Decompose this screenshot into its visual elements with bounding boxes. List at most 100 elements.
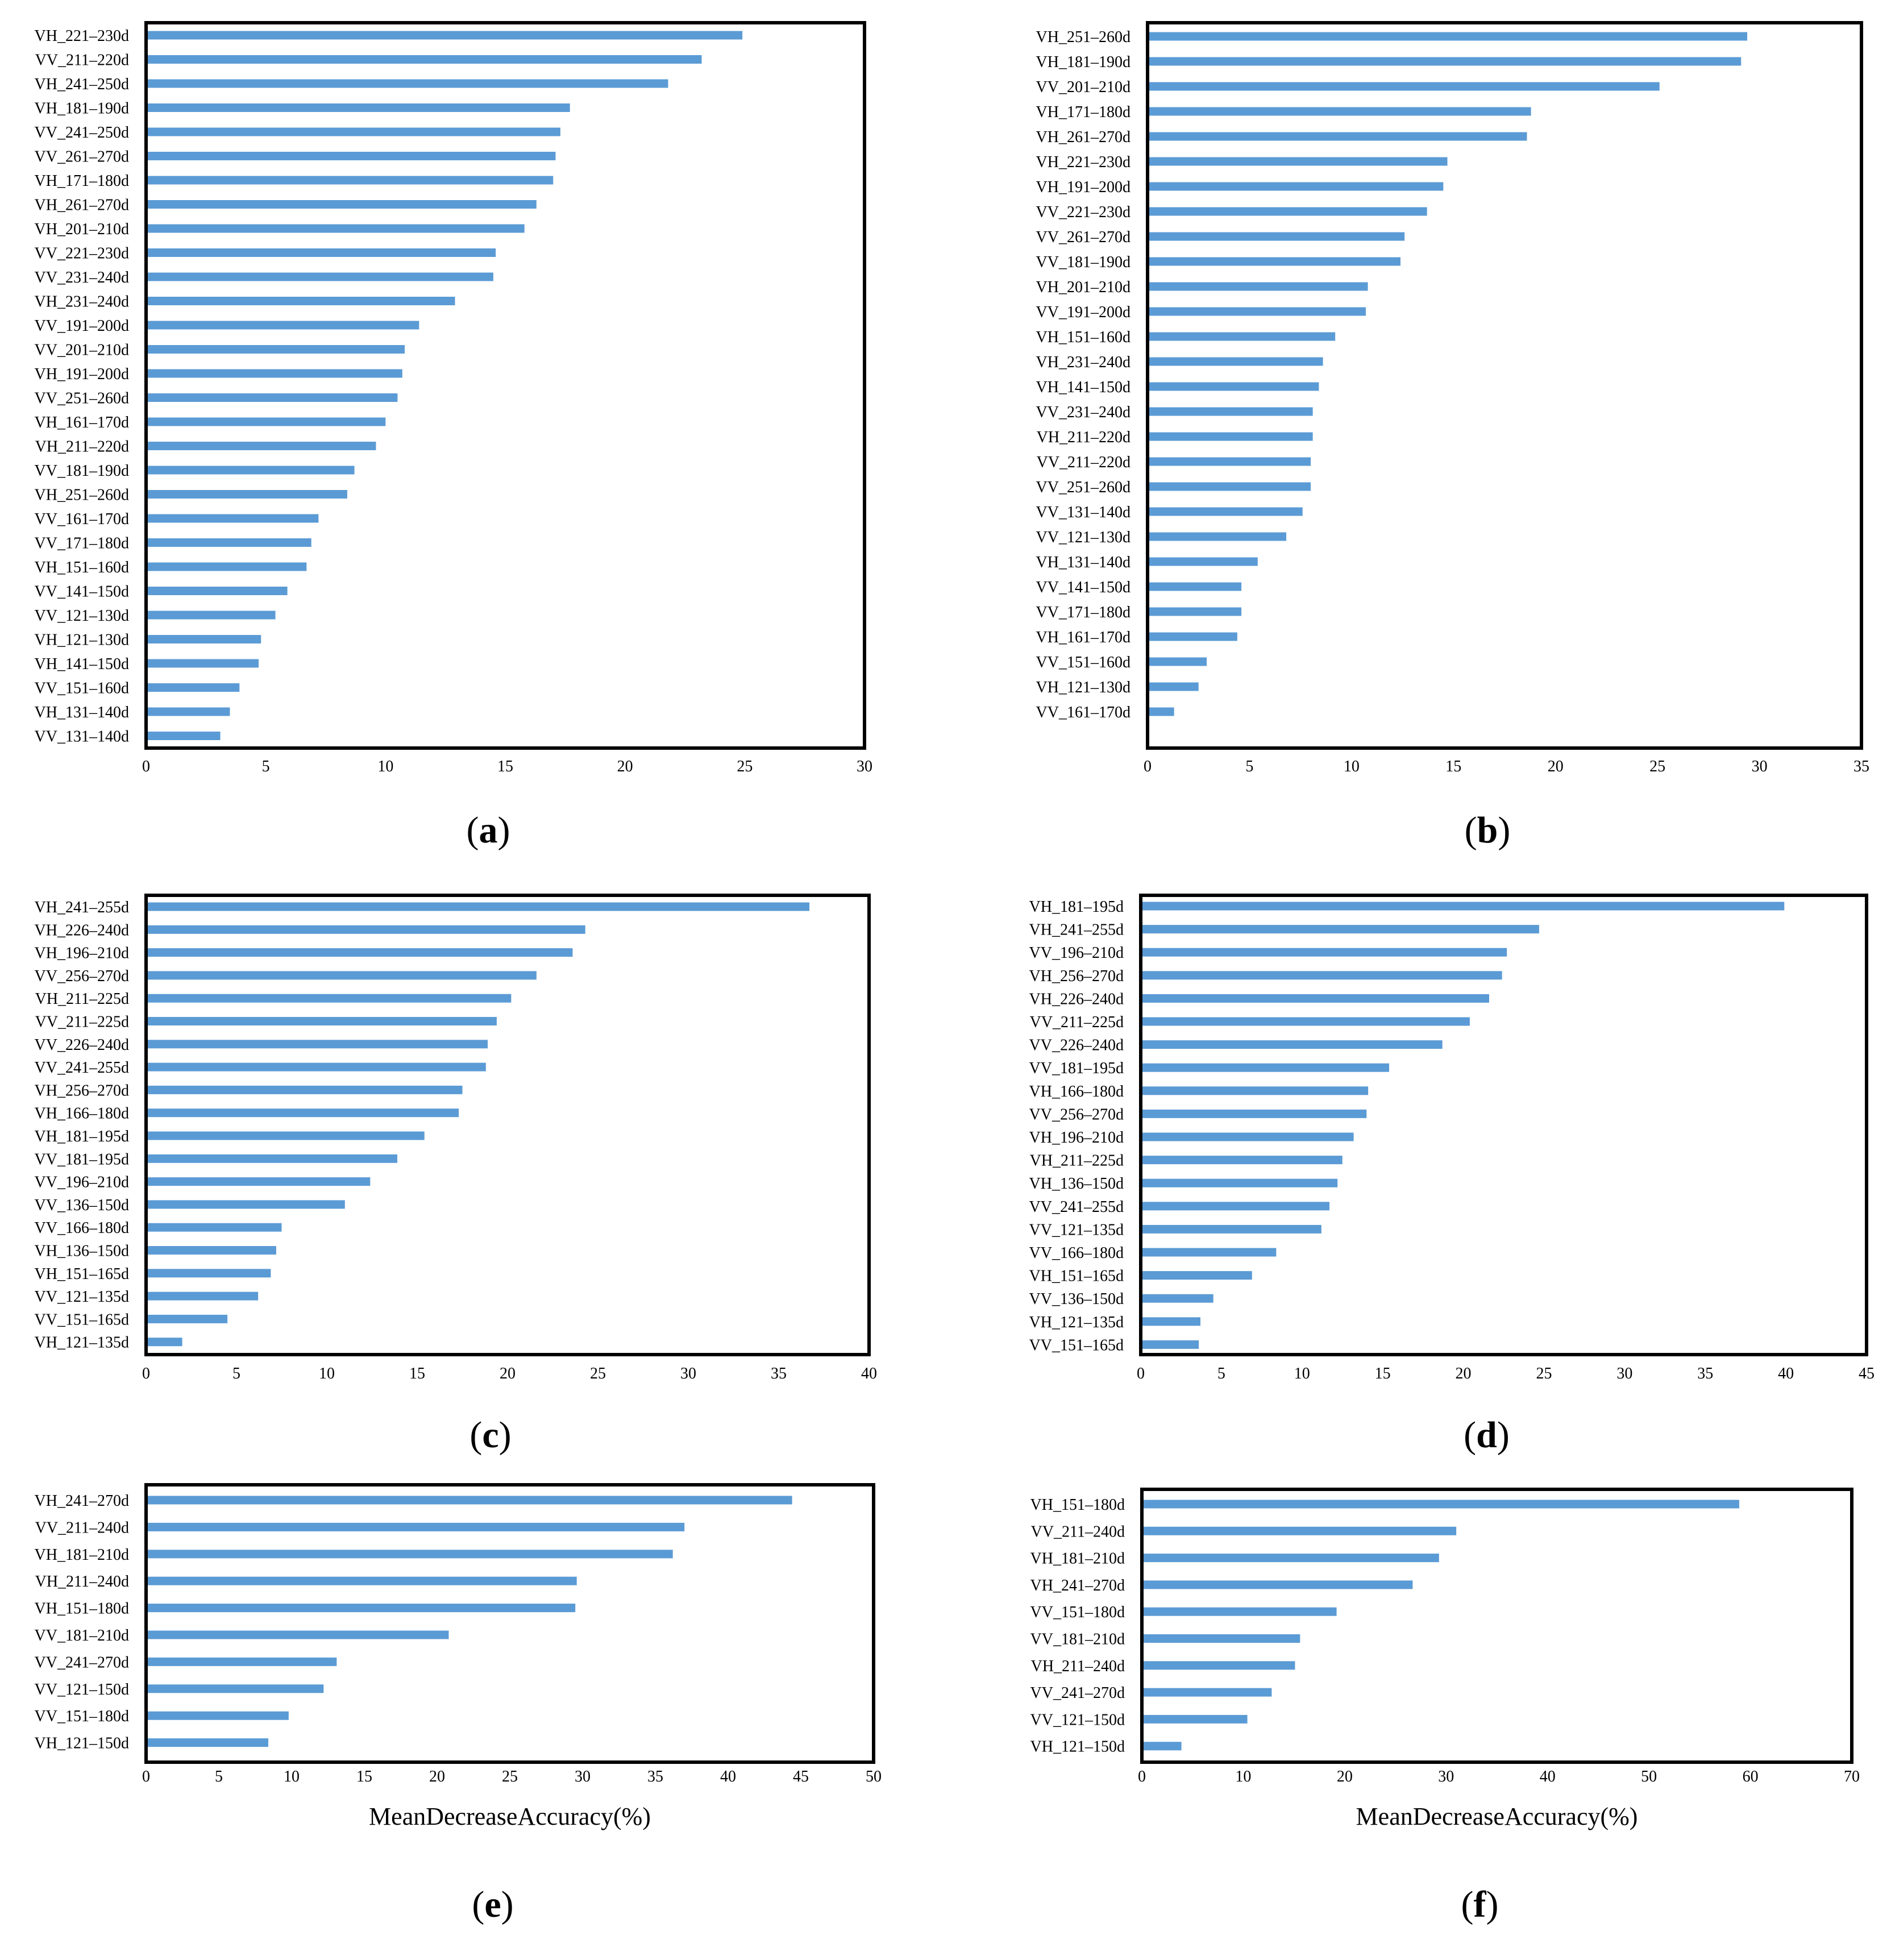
x-tick-label: 5 (262, 758, 270, 775)
x-tick-label: 10 (1344, 758, 1360, 775)
bar (1142, 1634, 1300, 1643)
x-tick-label: 5 (232, 1365, 240, 1382)
bar (1148, 682, 1199, 691)
bar (146, 1017, 497, 1025)
category-label: VH_181–210d (1030, 1550, 1125, 1568)
category-label: VH_211–220d (35, 438, 129, 456)
bar (146, 103, 570, 112)
category-label: VV_166–180d (1029, 1244, 1124, 1262)
x-tick-label: 10 (1294, 1365, 1310, 1382)
bar (1148, 232, 1405, 241)
category-label: VH_221–230d (35, 27, 129, 45)
x-tick-label: 35 (771, 1365, 787, 1382)
chart-panel-d: VH_181–195d VH_241–255d VV_196–210d VH_256–… (1029, 894, 1875, 1456)
x-tick-label: 35 (647, 1768, 663, 1785)
bar (146, 1522, 685, 1531)
chart-panel-a: VH_221–230d VV_211–220d VH_241–250d VH_181–… (35, 21, 872, 851)
chart-panel-f: VH_151–180d VV_211–240d VH_181–210d VH_241–… (1030, 1488, 1860, 1925)
x-tick-label: 10 (319, 1365, 335, 1382)
category-label: VH_261–270d (1036, 128, 1131, 146)
category-label: VV_196–210d (1029, 944, 1124, 962)
category-label: VH_181–190d (35, 100, 129, 118)
bar (146, 490, 347, 499)
bar (146, 683, 240, 692)
bar (1141, 925, 1539, 934)
bar (146, 369, 402, 378)
x-tick-label: 35 (1853, 758, 1869, 775)
x-tick-label: 5 (1245, 758, 1253, 775)
category-label: VV_136–150d (1029, 1290, 1124, 1308)
bar (146, 1246, 276, 1255)
bar (1141, 1248, 1277, 1257)
x-tick-label: 20 (1456, 1365, 1472, 1382)
bar (1142, 1742, 1182, 1751)
bar (146, 1200, 345, 1209)
category-label: VV_161–170d (35, 510, 129, 528)
category-label: VH_226–240d (1029, 990, 1124, 1008)
category-label: VV_241–250d (35, 124, 129, 142)
category-label: VV_171–180d (1036, 604, 1131, 621)
bar (146, 514, 319, 523)
bar (1142, 1661, 1295, 1670)
category-label: VH_151–165d (1029, 1268, 1124, 1285)
bar (1148, 407, 1313, 416)
x-tick-label: 0 (142, 758, 150, 775)
bar (146, 707, 230, 716)
bar (1142, 1607, 1337, 1616)
category-label: VH_121–135d (1029, 1314, 1124, 1331)
x-axis-title: MeanDecreaseAccuracy(%) (369, 1803, 651, 1830)
bar (146, 442, 376, 450)
category-label: VH_191–200d (1036, 178, 1131, 196)
category-label: VH_196–210d (1029, 1129, 1124, 1147)
bar (146, 925, 585, 934)
panel-label: (a) (467, 809, 510, 851)
category-label: VH_131–140d (1036, 554, 1131, 571)
category-label: VV_211–220d (35, 52, 129, 69)
x-tick-label: 0 (142, 1768, 150, 1785)
bar (146, 611, 276, 620)
category-label: VH_211–240d (35, 1573, 129, 1591)
bar (1141, 1109, 1367, 1118)
x-tick-label: 20 (617, 758, 633, 775)
category-label: VV_141–150d (35, 583, 129, 601)
bar (1141, 1063, 1390, 1072)
x-tick-label: 45 (793, 1768, 809, 1785)
bar (146, 55, 702, 64)
category-label: VV_256–270d (35, 967, 129, 985)
bar (146, 1657, 337, 1666)
x-tick-label: 15 (497, 758, 513, 775)
category-label: VH_256–270d (1029, 967, 1124, 985)
x-tick-label: 60 (1743, 1768, 1759, 1785)
bar (146, 1496, 792, 1505)
plot-frame (1140, 1488, 1853, 1764)
x-tick-label: 20 (500, 1365, 516, 1382)
panel-label: (e) (472, 1884, 513, 1925)
bar (146, 297, 455, 305)
category-label: VV_261–270d (1036, 229, 1131, 246)
category-label: VV_121–130d (1036, 529, 1131, 546)
x-tick-label: 35 (1697, 1365, 1713, 1382)
bar (1141, 1317, 1200, 1326)
category-label: VH_241–270d (1030, 1577, 1125, 1594)
bar (1141, 1156, 1343, 1165)
category-label: VH_171–180d (35, 172, 129, 190)
category-label: VH_211–220d (1037, 429, 1131, 446)
category-label: VV_211–240d (1031, 1523, 1125, 1540)
x-tick-label: 10 (284, 1768, 300, 1785)
category-label: VV_131–140d (35, 728, 129, 746)
bar (146, 1131, 425, 1140)
bar (1148, 307, 1366, 316)
bar (146, 1085, 463, 1094)
x-tick-label: 15 (1375, 1365, 1391, 1382)
bar (146, 1108, 459, 1118)
category-label: VH_131–140d (35, 704, 129, 721)
bar (146, 1604, 576, 1613)
category-label: VV_181–210d (35, 1627, 129, 1645)
x-tick-label: 15 (356, 1768, 372, 1785)
x-tick-label: 50 (1641, 1768, 1657, 1785)
bar (146, 948, 573, 957)
x-tick-label: 70 (1844, 1768, 1860, 1785)
category-label: VV_151–180d (1030, 1604, 1125, 1621)
bar (146, 1314, 228, 1323)
x-tick-label: 10 (377, 758, 393, 775)
